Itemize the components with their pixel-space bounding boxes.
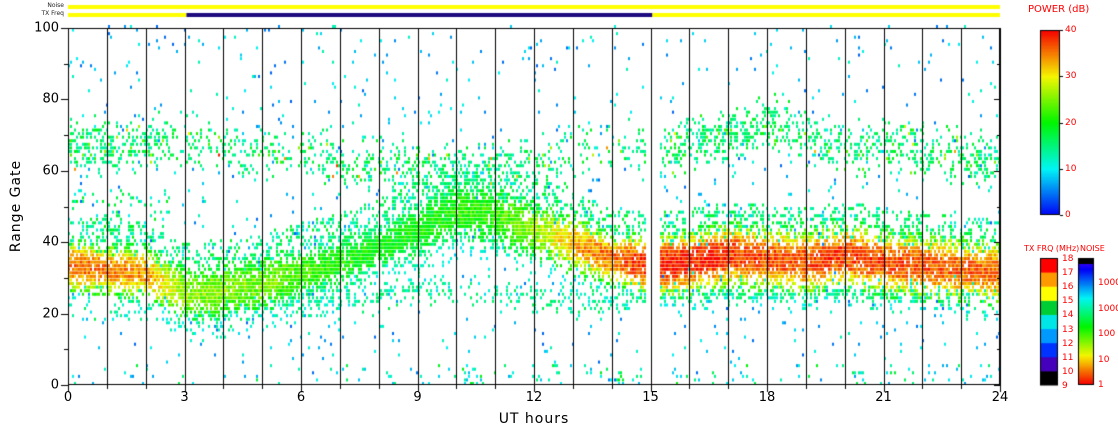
txfreq-strip-label: TX Freq [41, 10, 64, 17]
x-tick-label: 6 [296, 390, 306, 405]
noise-tick-label: 10 [1098, 354, 1110, 365]
power-tick-label: 40 [1065, 25, 1077, 35]
txfrq-tick-label: 18 [1062, 254, 1074, 264]
x-tick-label: 12 [525, 390, 543, 405]
y-tick-label: 20 [42, 306, 59, 322]
power-tick-label: 0 [1065, 210, 1071, 220]
txfrq-tick-label: 10 [1062, 366, 1074, 377]
x-tick-label: 24 [991, 390, 1009, 405]
x-tick-label: 3 [180, 390, 189, 405]
x-tick-label: 0 [63, 390, 73, 405]
y-tick-label: 80 [42, 91, 59, 107]
txfrq-tick-label: 17 [1062, 268, 1074, 279]
y-tick-label: 40 [42, 234, 59, 250]
txfrq-tick-label: 15 [1062, 296, 1074, 307]
power-tick-label: 20 [1065, 117, 1077, 128]
txfrq-tick-label: 16 [1062, 282, 1074, 293]
x-tick-label: 21 [875, 390, 892, 405]
power-tick-label: 30 [1065, 71, 1077, 82]
txfrq-tick-label: 9 [1062, 381, 1068, 391]
noise-colorbar-title: NOISE [1080, 244, 1105, 253]
txfrq-colorbar-title: TX FRQ (MHz) [1024, 244, 1080, 253]
txfrq-tick-label: 11 [1062, 352, 1074, 363]
noise-tick-label: 1000 [1098, 303, 1118, 314]
noise-tick-label: 1 [1098, 380, 1104, 390]
txfrq-tick-label: 13 [1062, 324, 1074, 335]
y-tick-label: 60 [42, 163, 59, 179]
y-tick-label: 100 [34, 20, 59, 36]
noise-strip-label: Noise [47, 2, 64, 9]
x-tick-label: 15 [642, 390, 659, 405]
x-axis-title: UT hours [498, 411, 570, 427]
x-tick-label: 9 [413, 390, 422, 405]
txfrq-tick-label: 12 [1062, 338, 1074, 349]
noise-tick-label: 100 [1098, 329, 1116, 340]
power-colorbar-title: POWER (dB) [1028, 4, 1090, 15]
power-tick-label: 10 [1065, 163, 1077, 174]
noise-tick-label: 10000 [1098, 278, 1118, 289]
y-tick-label: 0 [50, 377, 59, 393]
txfrq-tick-label: 14 [1062, 310, 1074, 321]
x-tick-label: 18 [758, 390, 776, 405]
